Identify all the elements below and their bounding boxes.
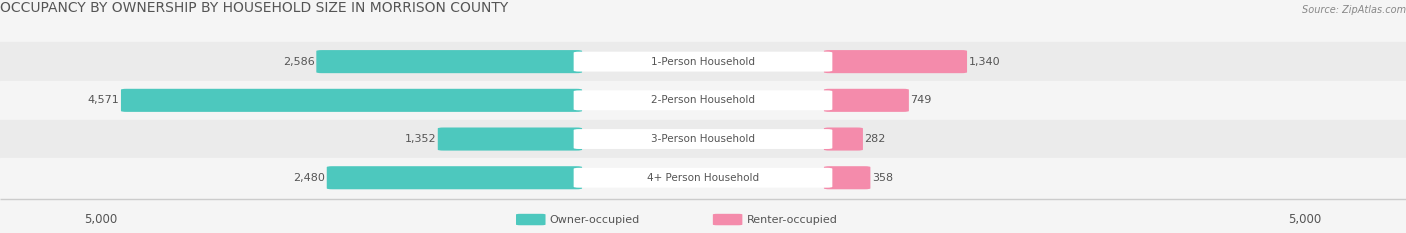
Text: 1,352: 1,352 (405, 134, 436, 144)
Text: 2,480: 2,480 (294, 173, 325, 183)
Text: Source: ZipAtlas.com: Source: ZipAtlas.com (1302, 5, 1406, 15)
FancyBboxPatch shape (824, 89, 908, 112)
FancyBboxPatch shape (574, 129, 832, 149)
Text: 1,340: 1,340 (969, 57, 1000, 67)
Text: OCCUPANCY BY OWNERSHIP BY HOUSEHOLD SIZE IN MORRISON COUNTY: OCCUPANCY BY OWNERSHIP BY HOUSEHOLD SIZE… (0, 1, 508, 15)
FancyBboxPatch shape (574, 90, 832, 110)
Text: 4,571: 4,571 (87, 95, 120, 105)
FancyBboxPatch shape (574, 168, 832, 188)
FancyBboxPatch shape (437, 127, 582, 151)
Text: 358: 358 (872, 173, 893, 183)
Text: 4+ Person Household: 4+ Person Household (647, 173, 759, 183)
Text: 1-Person Household: 1-Person Household (651, 57, 755, 67)
Text: Owner-occupied: Owner-occupied (550, 215, 640, 225)
FancyBboxPatch shape (824, 50, 967, 73)
Text: 5,000: 5,000 (1288, 213, 1322, 226)
FancyBboxPatch shape (121, 89, 582, 112)
Text: 282: 282 (865, 134, 886, 144)
Text: 3-Person Household: 3-Person Household (651, 134, 755, 144)
FancyBboxPatch shape (713, 214, 742, 225)
Bar (0, 81, 1406, 120)
Text: 2-Person Household: 2-Person Household (651, 95, 755, 105)
Text: 749: 749 (910, 95, 932, 105)
FancyBboxPatch shape (516, 214, 546, 225)
FancyBboxPatch shape (824, 166, 870, 189)
Bar (0, 158, 1406, 197)
FancyBboxPatch shape (316, 50, 582, 73)
Text: 5,000: 5,000 (84, 213, 118, 226)
FancyBboxPatch shape (574, 52, 832, 72)
Bar (0, 42, 1406, 81)
Text: 2,586: 2,586 (283, 57, 315, 67)
FancyBboxPatch shape (326, 166, 582, 189)
Text: Renter-occupied: Renter-occupied (747, 215, 838, 225)
Bar (0, 120, 1406, 158)
FancyBboxPatch shape (824, 127, 863, 151)
